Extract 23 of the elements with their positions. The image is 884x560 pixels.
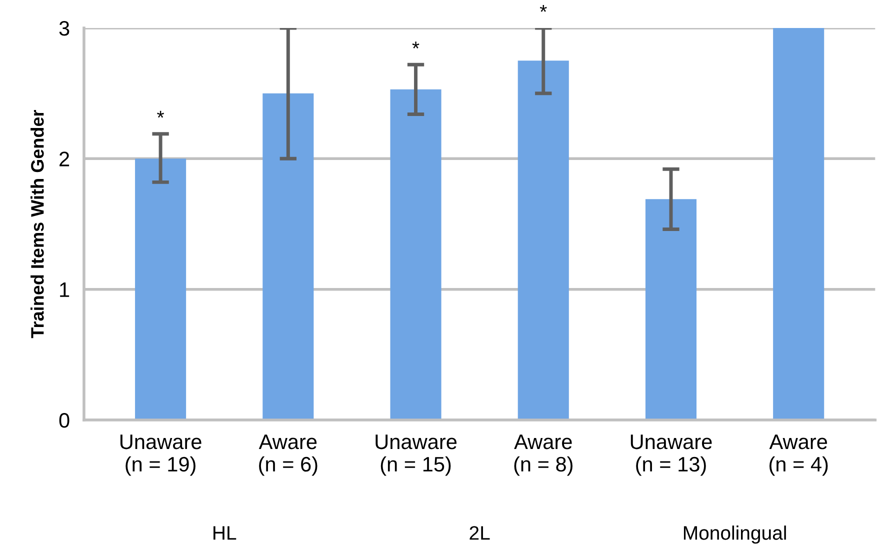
bar xyxy=(773,28,824,420)
text: Monolingual xyxy=(684,526,786,544)
x-tick-label: Unaware (n = 13) xyxy=(630,434,712,476)
x-tick-label: Aware (n = 8) xyxy=(514,434,572,476)
bar xyxy=(390,89,442,420)
bar xyxy=(262,93,314,420)
y-tick-label: 0 xyxy=(59,413,70,428)
y-tick-label: 1 xyxy=(60,282,70,297)
bar xyxy=(518,60,569,420)
y-axis-title: Trained Items With Gender xyxy=(30,110,44,338)
annotation: * xyxy=(157,110,164,118)
bar xyxy=(645,199,697,420)
annotation: * xyxy=(412,42,420,48)
text: 2L xyxy=(470,526,490,540)
bar xyxy=(135,158,186,420)
text: HL xyxy=(214,526,236,540)
y-tick-label: 2 xyxy=(60,152,70,166)
annotation: * xyxy=(540,5,547,12)
x-tick-label: Unaware (n = 19) xyxy=(120,434,202,476)
x-tick-label: Aware (n = 4) xyxy=(769,434,828,476)
y-tick-label: 3 xyxy=(59,21,70,36)
x-tick-label: Aware (n = 6) xyxy=(258,434,318,476)
x-tick-label: Unaware (n = 15) xyxy=(376,434,457,476)
